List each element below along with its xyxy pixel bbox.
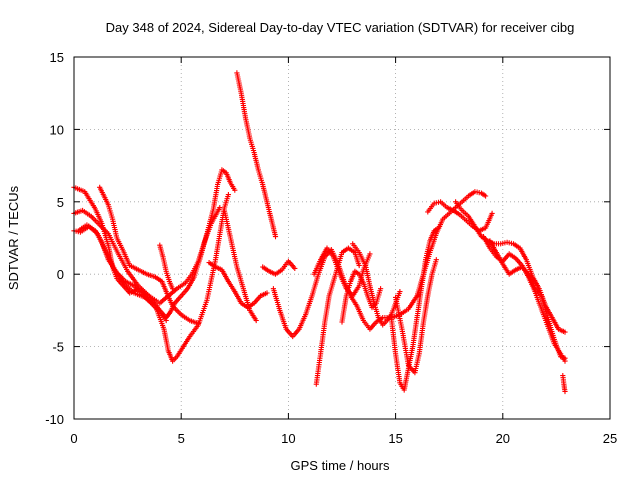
data-point-marks [393,257,439,376]
data-point-marks [260,258,298,277]
y-tick-label: -10 [45,412,64,427]
series-track-e [97,184,201,326]
data-point-marks [97,184,201,326]
grid-lines [74,57,610,419]
x-axis-label: GPS time / hours [291,458,390,473]
y-tick-labels: -10 -5 0 5 10 15 [45,50,64,427]
y-tick-label: 15 [50,50,64,65]
series-track-q [393,257,439,376]
series-track-f [157,242,176,292]
data-point-marks [388,225,442,393]
series-track-c [71,205,223,306]
data-point-marks [313,245,362,387]
series-track-h [234,70,279,240]
series-track-d [75,222,169,324]
x-tick-label: 15 [388,431,402,446]
x-tick-label: 20 [496,431,510,446]
tick-marks [73,56,611,420]
plot-frame [73,56,611,420]
data-point-marks [234,70,279,240]
x-tick-label: 10 [281,431,295,446]
series-track-s [453,199,568,335]
data-point-marks [480,234,568,364]
series-track-i [221,206,259,324]
y-tick-label: 10 [50,122,64,137]
series-track-p [388,225,442,393]
series-track-g [206,260,270,311]
y-axis-label: SDTVAR / TECUs [6,185,21,290]
chart-title: Day 348 of 2024, Sidereal Day-to-day VTE… [106,20,575,35]
y-tick-label: -5 [52,340,64,355]
data-point-marks [453,199,568,335]
data-point-marks [339,268,384,325]
data-point-marks [221,206,259,324]
data-point-marks [71,205,223,306]
x-tick-labels: 0 5 10 15 20 25 [70,431,617,446]
data-marks [71,70,568,395]
x-tick-label: 25 [603,431,617,446]
data-point-marks [157,242,176,292]
data-point-marks [71,192,231,364]
series-track-b [71,192,231,364]
x-tick-label: 0 [70,431,77,446]
series-track-v [560,373,568,395]
data-point-marks [560,373,568,395]
series-track-l [313,245,362,387]
y-tick-label: 5 [57,195,64,210]
series-track-u [480,234,568,364]
data-point-marks [206,260,270,311]
series-track-j [260,258,298,277]
data-point-marks [75,222,169,324]
x-tick-label: 5 [178,431,185,446]
series-track-n [339,268,384,325]
y-tick-label: 0 [57,267,64,282]
